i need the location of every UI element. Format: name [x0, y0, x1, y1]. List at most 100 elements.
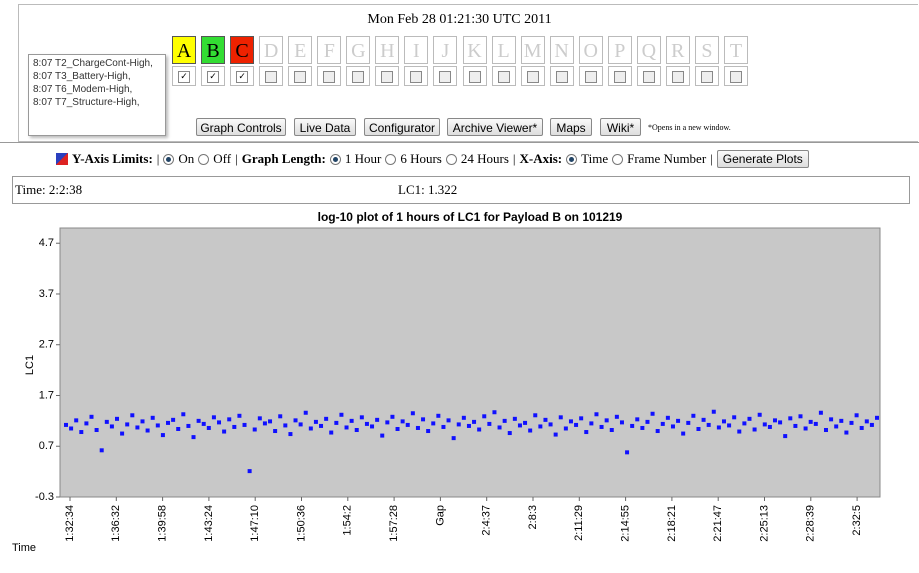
payload-checkbox[interactable]: [636, 66, 661, 86]
payload-letter[interactable]: G: [346, 36, 371, 64]
point: [727, 423, 732, 428]
point: [115, 416, 120, 421]
payload-letter[interactable]: P: [607, 36, 632, 64]
payload-letter[interactable]: D: [259, 36, 284, 64]
point: [818, 410, 823, 415]
payload-letter[interactable]: L: [491, 36, 516, 64]
point: [155, 423, 160, 428]
checkbox[interactable]: [729, 71, 742, 83]
payload-checkbox[interactable]: [491, 66, 516, 86]
point: [313, 419, 318, 424]
chart-title: log-10 plot of 1 hours of LC1 for Payloa…: [318, 210, 623, 224]
checkbox[interactable]: [265, 71, 278, 83]
payload-letter[interactable]: F: [317, 36, 342, 64]
point: [171, 417, 176, 422]
checkbox[interactable]: [555, 71, 568, 83]
payload-checkbox[interactable]: [578, 66, 603, 86]
radio[interactable]: [163, 153, 175, 165]
point: [497, 425, 502, 430]
payload-checkbox[interactable]: [607, 66, 632, 86]
payload-letter[interactable]: M: [520, 36, 545, 64]
checkbox[interactable]: [642, 71, 655, 83]
y-tick-label: 0.7: [39, 440, 54, 452]
x-axis-label: Time: [12, 542, 36, 554]
payload-checkbox[interactable]: ✓: [230, 66, 255, 86]
button[interactable]: Configurator: [364, 118, 440, 136]
payload-checkbox[interactable]: [404, 66, 429, 86]
payload-checkbox[interactable]: [375, 66, 400, 86]
payload-checkbox[interactable]: [520, 66, 545, 86]
point: [676, 418, 681, 423]
button[interactable]: Maps: [550, 118, 592, 136]
payload-letter[interactable]: T: [723, 36, 748, 64]
checkbox[interactable]: [468, 71, 481, 83]
checkbox[interactable]: [352, 71, 365, 83]
payload-letter[interactable]: K: [462, 36, 487, 64]
point: [120, 431, 125, 436]
payload-letter[interactable]: A: [172, 36, 196, 64]
point: [370, 424, 375, 429]
point: [94, 428, 99, 433]
payload-checkbox[interactable]: ✓: [172, 66, 196, 86]
radio[interactable]: [385, 153, 397, 165]
payload-letter[interactable]: Q: [636, 36, 661, 64]
point: [721, 419, 726, 424]
payload-checkbox[interactable]: [317, 66, 342, 86]
checkbox[interactable]: [294, 71, 307, 83]
button[interactable]: Live Data: [294, 118, 356, 136]
point: [599, 424, 604, 429]
checkbox[interactable]: [439, 71, 452, 83]
point: [772, 418, 777, 423]
point: [74, 418, 79, 423]
checkbox[interactable]: [700, 71, 713, 83]
checkbox[interactable]: [381, 71, 394, 83]
payload-checkbox[interactable]: [462, 66, 487, 86]
payload-letter[interactable]: O: [578, 36, 603, 64]
payload-checkbox[interactable]: [346, 66, 371, 86]
checkbox[interactable]: [323, 71, 336, 83]
checkbox[interactable]: [613, 71, 626, 83]
point: [517, 423, 522, 428]
payload-checkbox[interactable]: [259, 66, 284, 86]
payload-checkbox[interactable]: ✓: [201, 66, 226, 86]
button[interactable]: Archive Viewer*: [447, 118, 543, 136]
checkbox[interactable]: [671, 71, 684, 83]
radio[interactable]: [566, 153, 578, 165]
payload-checkbox[interactable]: [288, 66, 313, 86]
point: [523, 420, 528, 425]
checkbox[interactable]: [410, 71, 423, 83]
payload-checkbox[interactable]: [433, 66, 458, 86]
checkbox[interactable]: ✓: [236, 71, 249, 83]
checkbox[interactable]: ✓: [207, 71, 220, 83]
payload-letter[interactable]: S: [694, 36, 719, 64]
payload-letter[interactable]: H: [375, 36, 400, 64]
button[interactable]: Wiki*: [600, 118, 641, 136]
radio[interactable]: [329, 153, 341, 165]
radio[interactable]: [198, 153, 210, 165]
point: [732, 415, 737, 420]
payload-letter[interactable]: R: [665, 36, 690, 64]
checkbox[interactable]: ✓: [178, 71, 190, 83]
payload-letter[interactable]: I: [404, 36, 429, 64]
radio[interactable]: [612, 153, 624, 165]
checkbox[interactable]: [584, 71, 597, 83]
payload-checkbox[interactable]: [665, 66, 690, 86]
payload-letter[interactable]: J: [433, 36, 458, 64]
y-tick-label: 4.7: [39, 237, 54, 249]
payload-letter[interactable]: N: [549, 36, 574, 64]
button[interactable]: Graph Controls: [196, 118, 286, 136]
point: [130, 413, 135, 418]
payload-checkbox[interactable]: [723, 66, 748, 86]
point: [716, 425, 721, 430]
point: [808, 419, 813, 424]
generate-button[interactable]: Generate Plots: [716, 150, 809, 168]
payload-checkbox[interactable]: [694, 66, 719, 86]
payload-letter[interactable]: B: [201, 36, 226, 64]
payload-letter[interactable]: E: [288, 36, 313, 64]
point: [446, 418, 451, 423]
checkbox[interactable]: [526, 71, 539, 83]
payload-checkbox[interactable]: [549, 66, 574, 86]
payload-letter[interactable]: C: [230, 36, 255, 64]
radio[interactable]: [445, 153, 457, 165]
checkbox[interactable]: [497, 71, 510, 83]
